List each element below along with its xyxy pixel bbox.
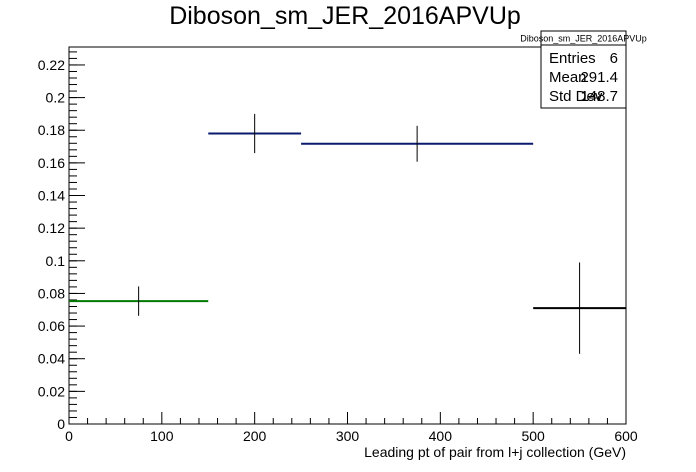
histogram-bins (69, 113, 626, 354)
stats-stddev-label: Std Dev (549, 88, 603, 105)
y-tick-label: 0.06 (38, 318, 65, 334)
y-tick-label: 0.18 (38, 122, 65, 138)
stats-mean-value: 291.4 (580, 69, 618, 86)
stats-box: Diboson_sm_JER_2016APVUp Entries 6 Mean … (520, 30, 647, 109)
stats-entries-label: Entries (549, 50, 596, 67)
histogram-bin (69, 286, 209, 316)
y-tick-label: 0.04 (38, 351, 65, 367)
histogram-bin (301, 125, 534, 162)
stats-box-title: Diboson_sm_JER_2016APVUp (520, 34, 647, 44)
y-tick-label: 0.02 (38, 383, 65, 399)
x-tick-label: 0 (65, 428, 73, 444)
y-axis: 0 0.02 0.04 0.06 0.08 0.1 0.12 0.14 0.16 0.18 0.2 0… (38, 51, 85, 432)
x-axis: 0 100 200 300 400 500 600 (65, 412, 638, 444)
histogram-bin (208, 113, 302, 154)
y-tick-label: 0.12 (38, 220, 65, 236)
y-tick-label: 0.08 (38, 285, 65, 301)
y-tick-label: 0 (57, 416, 65, 432)
x-axis-label: Leading pt of pair from l+j collection (… (364, 444, 626, 460)
y-tick-label: 0.1 (46, 253, 66, 269)
stats-mean-label: Mean (549, 69, 587, 86)
y-tick-label: 0.16 (38, 155, 65, 171)
x-tick-label: 400 (429, 428, 453, 444)
x-tick-label: 100 (150, 428, 174, 444)
x-tick-label: 300 (336, 428, 360, 444)
x-tick-label: 200 (243, 428, 267, 444)
histogram-bin (533, 262, 626, 354)
y-tick-label: 0.2 (46, 90, 66, 106)
y-tick-label: 0.14 (38, 188, 65, 204)
stats-stddev-value: 148.7 (580, 88, 618, 105)
chart-title: Diboson_sm_JER_2016APVUp (169, 2, 521, 30)
x-tick-label: 600 (614, 428, 638, 444)
stats-entries-value: 6 (610, 50, 618, 67)
x-tick-label: 500 (521, 428, 545, 444)
y-tick-label: 0.22 (38, 57, 65, 73)
stats-box-body (540, 44, 627, 109)
